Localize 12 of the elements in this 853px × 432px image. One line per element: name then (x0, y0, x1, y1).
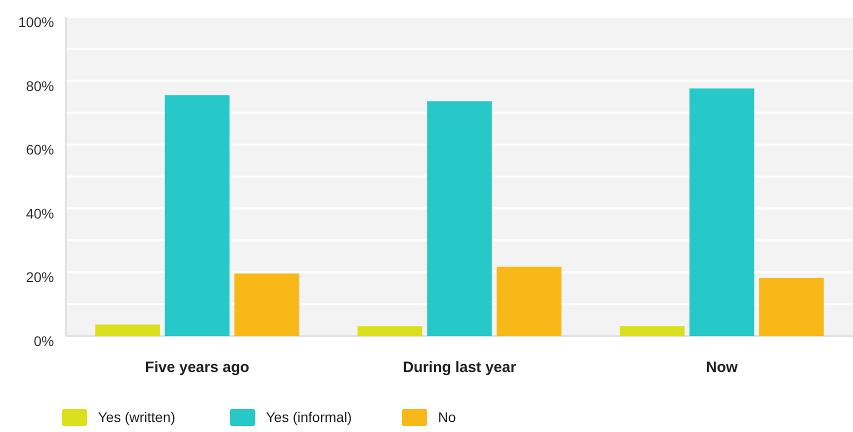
x-tick-label: Now (706, 359, 738, 376)
y-tick-label: 20% (26, 269, 54, 286)
x-tick-label: Five years ago (145, 359, 250, 376)
y-tick-label: 80% (26, 78, 54, 94)
legend-label: Yes (written) (98, 409, 176, 425)
y-tick-label: 0% (34, 333, 54, 349)
y-tick-label: 60% (26, 142, 54, 158)
y-tick-label: 100% (18, 14, 54, 30)
x-tick-label: During last year (402, 359, 516, 376)
legend-label: Yes (informal) (266, 409, 352, 425)
legend-label: No (438, 409, 456, 425)
y-tick-label: 40% (26, 205, 54, 222)
